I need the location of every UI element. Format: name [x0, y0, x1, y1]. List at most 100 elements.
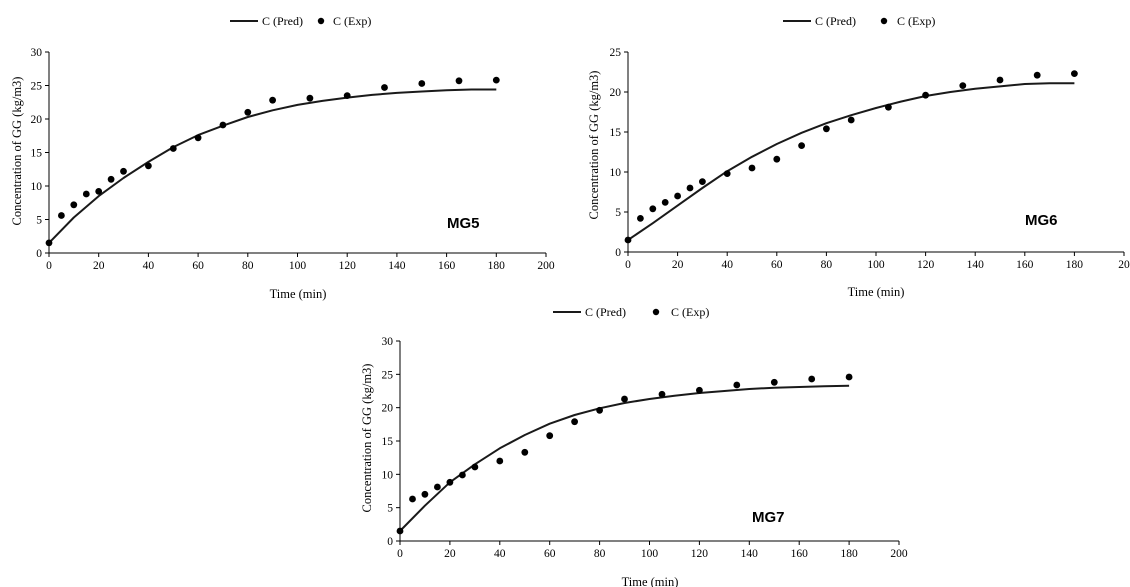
- exp-point: [381, 84, 388, 91]
- exp-point: [845, 373, 853, 381]
- exp-point: [624, 236, 632, 244]
- legend-pred-label: C (Pred): [262, 14, 303, 28]
- x-tick-label: 200: [890, 548, 908, 560]
- exp-point: [418, 80, 426, 87]
- axes: [396, 340, 900, 545]
- axes: [45, 51, 547, 257]
- y-tick-label: 15: [31, 148, 43, 160]
- tick-labels: 0 5 10 15 20 25 0 20 40 60 80 100 120 140 160 180 20: [610, 47, 1130, 271]
- exp-point: [798, 142, 805, 150]
- exp-point: [699, 178, 706, 186]
- exp-point: [885, 103, 892, 111]
- exp-point: [922, 91, 929, 99]
- x-tick-label: 180: [488, 260, 506, 272]
- x-tick-label: 100: [289, 260, 307, 272]
- exp-point: [194, 134, 202, 142]
- exp-point: [546, 432, 554, 440]
- y-tick-label: 25: [31, 81, 43, 93]
- legend: C (Pred) C (Exp): [783, 14, 935, 28]
- exp-point: [823, 125, 830, 133]
- y-tick-label: 30: [31, 47, 43, 59]
- exp-point: [455, 77, 463, 85]
- exp-point: [120, 167, 127, 175]
- exp-point: [107, 175, 115, 183]
- legend-exp-marker: [317, 17, 325, 25]
- axes: [624, 51, 1125, 256]
- legend: C (Pred) C (Exp): [230, 14, 371, 28]
- exp-point: [661, 199, 669, 206]
- pred-line: [627, 82, 1075, 241]
- legend-pred-label: C (Pred): [815, 14, 856, 28]
- exp-point: [773, 155, 781, 163]
- exp-point: [145, 162, 152, 170]
- chart-mg7: C (Pred) C (Exp) Concentration of GG (kg…: [360, 305, 908, 587]
- x-tick-label: 60: [544, 548, 556, 560]
- x-tick-label: 60: [771, 259, 783, 271]
- panel-annotation-mg5: MG5: [447, 215, 480, 232]
- x-tick-label: 40: [494, 548, 506, 560]
- x-tick-label: 180: [840, 548, 858, 560]
- exp-point: [847, 116, 855, 124]
- exp-point: [421, 490, 429, 498]
- x-axis-label: Time (min): [622, 575, 679, 587]
- x-tick-label: 100: [641, 548, 659, 560]
- exp-point: [686, 184, 694, 192]
- exp-point: [808, 375, 816, 383]
- tick-labels: 0 5 10 15 20 25 30 0 20 40 60 80 100 120 140 160 180 200: [382, 336, 908, 560]
- y-tick-label: 0: [615, 247, 621, 259]
- exp-point: [748, 164, 756, 172]
- exp-point: [649, 205, 657, 213]
- exp-point: [169, 145, 177, 152]
- y-tick-label: 5: [36, 215, 42, 227]
- exp-point: [219, 121, 227, 129]
- exp-point: [492, 76, 500, 84]
- x-tick-label: 0: [625, 259, 631, 271]
- x-tick-label: 0: [397, 548, 403, 560]
- x-tick-label: 80: [821, 259, 833, 271]
- y-tick-label: 25: [610, 47, 622, 59]
- y-tick-label: 10: [31, 181, 43, 193]
- y-axis-label: Concentration of GG (kg/m3): [587, 71, 601, 220]
- exp-point: [409, 495, 416, 503]
- exp-point: [571, 418, 578, 426]
- y-tick-label: 20: [31, 114, 43, 126]
- exp-point: [1033, 71, 1041, 79]
- x-tick-label: 120: [691, 548, 709, 560]
- exp-point: [45, 239, 53, 247]
- panel-annotation-mg7: MG7: [752, 509, 785, 526]
- exp-point: [471, 463, 479, 471]
- exp-point: [459, 471, 466, 479]
- legend-exp-marker: [652, 308, 660, 316]
- series-pred: [627, 82, 1075, 241]
- x-tick-label: 120: [339, 260, 357, 272]
- y-tick-label: 15: [382, 436, 394, 448]
- series-exp: [624, 70, 1078, 244]
- exp-point: [269, 96, 276, 104]
- x-tick-label: 0: [46, 260, 52, 272]
- pred-line: [48, 88, 497, 244]
- x-tick-label: 80: [242, 260, 254, 272]
- x-tick-label: 20: [444, 548, 456, 560]
- x-tick-label: 40: [143, 260, 155, 272]
- exp-point: [723, 170, 731, 178]
- exp-point: [733, 381, 741, 389]
- x-tick-label: 20: [672, 259, 684, 271]
- x-tick-label: 140: [967, 259, 985, 271]
- y-tick-label: 0: [387, 536, 393, 548]
- exp-point: [658, 390, 666, 398]
- exp-point: [82, 190, 90, 198]
- y-tick-label: 15: [610, 127, 622, 139]
- series-pred: [48, 88, 497, 244]
- legend: C (Pred) C (Exp): [553, 305, 709, 319]
- y-tick-label: 25: [382, 369, 394, 381]
- y-tick-label: 20: [610, 87, 622, 99]
- exp-point: [996, 76, 1004, 84]
- exp-point: [496, 457, 504, 465]
- y-tick-label: 20: [382, 403, 394, 415]
- exp-point: [434, 483, 441, 491]
- legend-exp-marker: [880, 17, 888, 25]
- exp-point: [596, 406, 603, 414]
- x-tick-label: 20: [1118, 259, 1130, 271]
- y-tick-label: 5: [387, 503, 393, 515]
